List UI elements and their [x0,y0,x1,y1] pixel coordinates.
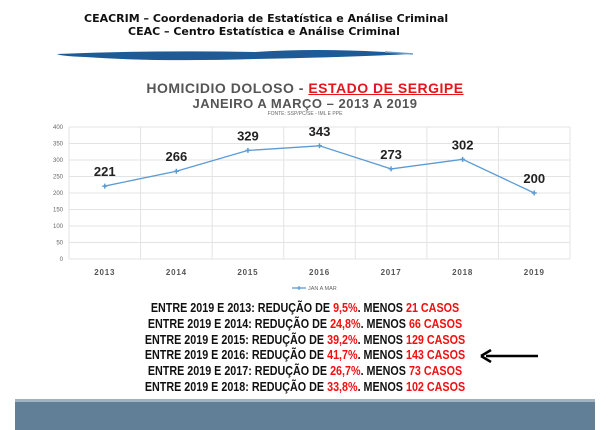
legend-marker [297,286,301,290]
footer-bar [15,399,595,430]
summary-line: ENTRE 2019 E 2015: REDUÇÃO DE 39,2%. MEN… [43,333,568,349]
summary-cases: 102 CASOS [405,379,466,394]
summary-cases: 66 CASOS [408,316,463,331]
summary-pct: 41,7% [327,348,358,363]
header-line-1: CEACRIM – Coordenadoria de Estatística e… [84,12,449,25]
summary-block: ENTRE 2019 E 2013: REDUÇÃO DE 9,5%. MENO… [0,301,610,396]
data-label: 273 [380,147,402,162]
brush-stroke-logo [57,50,414,61]
summary-mid: . MENOS [360,364,409,379]
summary-pct: 24,8% [330,316,361,331]
data-label: 200 [523,171,545,186]
summary-cases: 129 CASOS [405,332,466,347]
y-tick-label: 50 [56,241,63,247]
data-label: 302 [452,137,474,152]
x-tick-label: 2013 [94,268,115,277]
data-point [317,143,322,149]
y-tick-label: 100 [53,224,64,230]
data-label: 221 [94,164,116,179]
summary-line: ENTRE 2019 E 2013: REDUÇÃO DE 9,5%. MENO… [43,301,568,317]
summary-pct: 33,8% [327,379,358,394]
summary-cases: 73 CASOS [408,364,463,379]
x-tick-label: 2017 [381,268,402,277]
y-tick-label: 200 [53,191,64,197]
x-tick-label: 2019 [524,268,545,277]
y-tick-label: 250 [53,175,64,181]
y-tick-label: 150 [53,208,64,214]
data-point [102,183,108,189]
data-label: 343 [309,124,331,139]
data-point [245,147,251,153]
chart-title: HOMICIDIO DOLOSO - ESTADO DE SERGIPE [146,80,464,96]
x-tick-label: 2016 [309,268,330,277]
data-label: 329 [237,128,259,143]
line-chart: 0 50 100 150 200 250 300 350 400 221 2013 266 2014 32… [53,124,571,292]
summary-prefix: ENTRE 2019 E 2013: REDUÇÃO DE [150,301,334,315]
x-tick-label: 2014 [166,268,187,277]
y-tick-label: 300 [53,158,64,164]
data-point [460,156,466,162]
summary-cases: 21 CASOS [405,301,460,315]
summary-pct: 39,2% [327,332,358,347]
summary-pct: 26,7% [330,364,361,379]
summary-prefix: ENTRE 2019 E 2017: REDUÇÃO DE [147,364,331,379]
x-tick-label: 2018 [452,268,473,277]
summary-prefix: ENTRE 2019 E 2016: REDUÇÃO DE [144,348,328,363]
header-line-2: CEAC – Centro Estatística e Análise Crim… [128,25,400,38]
summary-prefix: ENTRE 2019 E 2015: REDUÇÃO DE [144,332,328,347]
x-tick-label: 2015 [237,268,258,277]
summary-prefix: ENTRE 2019 E 2014: REDUÇÃO DE [147,316,331,331]
data-point [173,168,179,174]
legend-label: JAN A MAR [308,286,337,292]
chart-source: FONTE: SSP/PC/SE - IML E PPE [267,111,343,117]
data-point [388,166,394,172]
y-tick-label: 400 [53,125,64,131]
summary-line: ENTRE 2019 E 2017: REDUÇÃO DE 26,7%. MEN… [43,364,568,380]
summary-mid: . MENOS [357,379,406,394]
summary-line: ENTRE 2019 E 2018: REDUÇÃO DE 33,8%. MEN… [43,380,568,396]
data-label: 266 [166,149,188,164]
summary-prefix: ENTRE 2019 E 2018: REDUÇÃO DE [144,379,328,394]
summary-pct: 9,5% [333,301,358,315]
summary-mid: . MENOS [357,301,406,315]
arrow-left-icon [480,349,538,363]
y-tick-label: 350 [53,142,64,148]
summary-mid: . MENOS [357,348,406,363]
summary-mid: . MENOS [360,316,409,331]
summary-line: ENTRE 2019 E 2014: REDUÇÃO DE 24,8%. MEN… [43,317,568,333]
summary-line: ENTRE 2019 E 2016: REDUÇÃO DE 41,7%. MEN… [43,348,568,364]
data-point [531,190,537,196]
chart-subtitle: JANEIRO A MARÇO – 2013 A 2019 [192,96,418,111]
y-tick-label: 0 [60,257,64,263]
summary-cases: 143 CASOS [405,348,466,363]
summary-mid: . MENOS [357,332,406,347]
